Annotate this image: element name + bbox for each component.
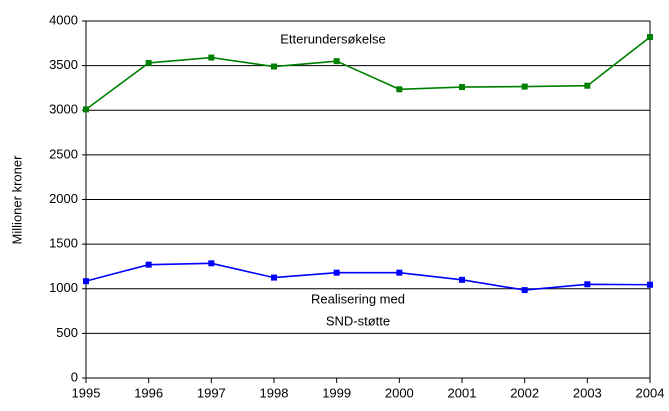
x-tick-label: 2004 [636, 385, 665, 400]
annotation: Realisering med [311, 291, 405, 306]
marker [647, 34, 653, 41]
y-tick-label: 3000 [49, 102, 78, 117]
marker [521, 287, 528, 294]
x-tick-label: 2003 [573, 385, 602, 400]
series-line [85, 36, 651, 111]
x-tick-label: 1996 [134, 385, 163, 400]
marker [271, 274, 277, 281]
marker [521, 83, 528, 90]
marker [208, 54, 215, 61]
marker [396, 269, 403, 276]
y-tick-label: 3500 [49, 57, 78, 72]
marker [145, 261, 152, 268]
marker [396, 86, 403, 93]
marker [271, 63, 277, 70]
y-axis-label: Millioner kroner [9, 155, 24, 245]
annotation: SND-støtte [326, 313, 390, 328]
y-tick-label: 1500 [49, 236, 78, 251]
marker [208, 260, 215, 267]
marker [647, 281, 653, 288]
y-tick-label: 1000 [49, 280, 78, 295]
marker [83, 278, 89, 285]
marker [145, 59, 152, 66]
marker [584, 82, 591, 89]
plot-border [85, 20, 651, 379]
marker [333, 269, 340, 276]
marker [333, 58, 340, 65]
marker [459, 276, 465, 283]
y-tick-label: 2000 [49, 191, 78, 206]
series-line [85, 262, 651, 291]
x-tick-label: 1997 [197, 385, 226, 400]
annotation: Etterundersøkelse [280, 31, 386, 46]
x-tick-label: 1998 [260, 385, 289, 400]
y-tick-label: 4000 [49, 12, 78, 27]
x-tick-label: 2001 [448, 385, 477, 400]
x-tick-label: 2002 [510, 385, 539, 400]
x-tick-label: 1999 [322, 385, 351, 400]
marker [83, 106, 89, 113]
y-tick-label: 500 [56, 325, 78, 340]
x-tick-label: 1995 [72, 385, 101, 400]
y-tick-label: 0 [71, 369, 78, 384]
x-tick-label: 2000 [385, 385, 414, 400]
y-tick-label: 2500 [49, 146, 78, 161]
marker [584, 281, 591, 288]
marker [459, 84, 465, 91]
